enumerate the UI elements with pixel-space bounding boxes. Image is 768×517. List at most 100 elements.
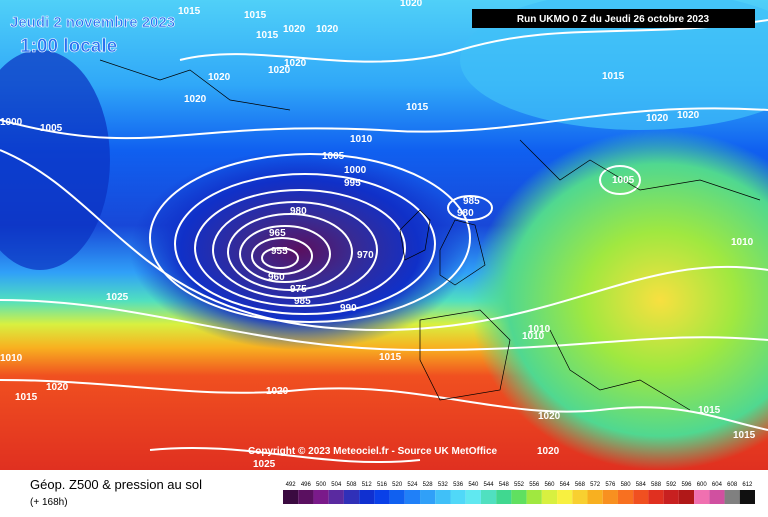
legend-label: 536 — [453, 482, 464, 488]
isobar-label: 965 — [269, 228, 286, 239]
isobar-label: 980 — [290, 206, 307, 217]
legend-swatch — [389, 490, 405, 504]
isobar-label: 1005 — [322, 151, 345, 162]
legend-label: 512 — [362, 482, 373, 488]
legend-label: 540 — [468, 482, 479, 488]
isobar-label: 970 — [357, 250, 374, 261]
legend-label: 556 — [529, 482, 540, 488]
legend-label: 544 — [484, 482, 495, 488]
legend-label: 568 — [575, 482, 586, 488]
copyright: Copyright © 2023 Meteociel.fr - Source U… — [248, 446, 498, 457]
legend-swatch — [343, 490, 360, 504]
footer-title: Géop. Z500 & pression au sol — [30, 477, 202, 492]
isobar-label: 1000 — [344, 165, 367, 176]
legend-label: 612 — [742, 482, 753, 488]
isobar-label: 1020 — [537, 446, 560, 457]
legend-swatch — [435, 490, 451, 504]
legend-label: 576 — [605, 482, 616, 488]
legend-label: 588 — [651, 482, 662, 488]
north-field — [460, 0, 768, 130]
isobar-label: 1015 — [178, 6, 201, 17]
isobar-label: 1015 — [698, 405, 721, 416]
coastlines — [99, 59, 761, 411]
legend-swatch — [511, 490, 527, 504]
legend-label: 596 — [681, 482, 692, 488]
legend-label: 584 — [636, 482, 647, 488]
isobar-label: 1010 — [350, 134, 373, 145]
isobar-label: 1025 — [253, 459, 276, 470]
isobar-label: 1015 — [406, 102, 429, 113]
legend-swatch — [709, 490, 725, 504]
isobar-label: 980 — [457, 208, 474, 219]
isobar-label: 1005 — [612, 175, 635, 186]
legend-label: 608 — [727, 482, 738, 488]
isobar-label: 975 — [290, 284, 307, 295]
isobar-label: 985 — [463, 196, 480, 207]
isobar-label: 1000 — [0, 117, 23, 128]
legend-swatch — [739, 490, 755, 504]
legend-swatch — [450, 490, 466, 504]
legend-label: 528 — [423, 482, 434, 488]
isobar-label: 985 — [294, 296, 311, 307]
legend-swatch — [465, 490, 481, 504]
legend-swatch — [557, 490, 573, 504]
legend-label: 548 — [499, 482, 510, 488]
legend-label: 496 — [301, 482, 312, 488]
legend-swatch — [617, 490, 634, 504]
legend-label: 524 — [407, 482, 418, 488]
legend-swatch — [283, 490, 299, 504]
isobar-label: 990 — [340, 303, 357, 314]
west-field — [0, 50, 110, 270]
isobar-label: 1010 — [528, 324, 551, 335]
legend-label: 504 — [331, 482, 342, 488]
legend-swatch — [496, 490, 512, 504]
isobar-label: 1015 — [244, 10, 267, 21]
legend-swatch — [298, 490, 314, 504]
isobar-label: 955 — [271, 246, 288, 257]
legend-swatch — [328, 490, 344, 504]
isobar-label: 1015 — [15, 392, 38, 403]
isobar-label: 960 — [268, 272, 285, 283]
isobar-lines — [0, 19, 768, 463]
legend-swatch — [404, 490, 421, 504]
run-bar — [472, 9, 755, 28]
legend-swatch — [663, 490, 679, 504]
legend-swatch — [678, 490, 695, 504]
legend-label: 604 — [712, 482, 723, 488]
run-info: Run UKMO 0 Z du Jeudi 26 octobre 2023 — [517, 14, 710, 25]
legend-swatch — [359, 490, 375, 504]
isobar-label: 1010 — [522, 331, 545, 342]
legend-swatch — [480, 490, 497, 504]
legend-swatch — [602, 490, 618, 504]
isobar-label: 1020 — [46, 382, 69, 393]
time-title: 1:00 locale — [20, 36, 117, 57]
isobar-label: 1010 — [731, 237, 754, 248]
isobar-label: 1015 — [256, 30, 279, 41]
legend-swatch — [694, 490, 710, 504]
legend-swatch — [648, 490, 664, 504]
legend-swatch — [526, 490, 542, 504]
legend-label: 600 — [697, 482, 708, 488]
legend-swatch — [572, 490, 588, 504]
date-title: Jeudi 2 novembre 2023 — [10, 14, 175, 31]
isobar-label: 1020 — [283, 24, 306, 35]
legend-swatch — [541, 490, 558, 504]
isobar-label: 1020 — [284, 58, 307, 69]
legend-label: 532 — [438, 482, 449, 488]
isobar-label: 995 — [344, 178, 361, 189]
legend-label: 592 — [666, 482, 677, 488]
legend-label: 580 — [621, 482, 632, 488]
isobar-label: 1010 — [0, 353, 23, 364]
isobar-label: 1015 — [379, 352, 402, 363]
isobar-label: 1025 — [106, 292, 129, 303]
legend-swatch — [587, 490, 603, 504]
legend-swatch — [374, 490, 390, 504]
isobar-label: 1015 — [602, 71, 625, 82]
isobar-label: 1020 — [268, 65, 291, 76]
isobar-label: 1005 — [40, 123, 63, 134]
europe-field — [470, 130, 768, 470]
legend-label: 508 — [347, 482, 358, 488]
isobar-label: 1020 — [316, 24, 339, 35]
isobar-label: 1015 — [733, 430, 756, 441]
